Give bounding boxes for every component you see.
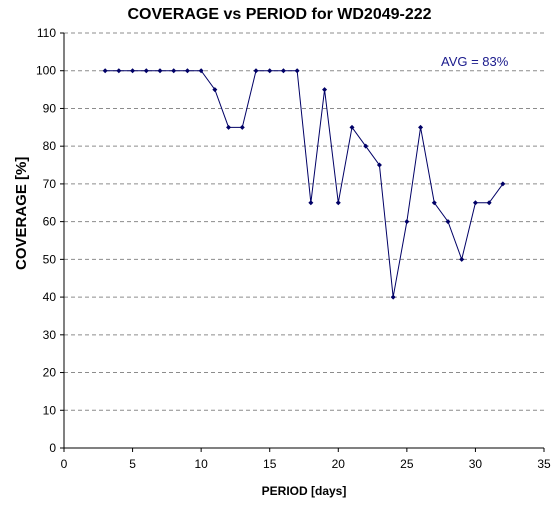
data-point	[308, 200, 314, 206]
y-tick-label: 0	[49, 441, 56, 455]
data-point	[459, 256, 465, 262]
y-tick-label: 80	[43, 139, 57, 153]
y-tick-label: 110	[37, 26, 56, 40]
data-point	[376, 162, 382, 168]
y-tick-label: 70	[43, 177, 57, 191]
data-point	[198, 68, 204, 74]
data-point	[322, 87, 328, 93]
y-tick-label: 90	[43, 101, 57, 115]
data-point	[404, 219, 410, 225]
y-tick-label: 10	[43, 403, 57, 417]
data-point	[184, 68, 190, 74]
y-tick-label: 50	[43, 252, 57, 266]
data-point	[116, 68, 122, 74]
data-point	[130, 68, 136, 74]
data-point	[500, 181, 506, 187]
y-axis-label: COVERAGE [%]	[13, 156, 30, 270]
data-point	[445, 219, 451, 225]
data-point	[349, 124, 355, 130]
data-point	[212, 87, 218, 93]
data-point	[335, 200, 341, 206]
x-tick-label: 5	[129, 457, 136, 471]
x-tick-label: 15	[263, 457, 277, 471]
data-point	[143, 68, 149, 74]
data-point	[267, 68, 273, 74]
y-tick-label: 60	[43, 215, 57, 229]
data-point	[472, 200, 478, 206]
x-tick-label: 0	[61, 457, 68, 471]
data-point	[280, 68, 286, 74]
data-point	[226, 124, 232, 130]
y-tick-label: 40	[43, 290, 57, 304]
data-point	[294, 68, 300, 74]
x-tick-label: 20	[332, 457, 346, 471]
data-point	[253, 68, 259, 74]
x-tick-label: 30	[469, 457, 483, 471]
data-point	[418, 124, 424, 130]
x-tick-label: 35	[537, 457, 551, 471]
data-point	[390, 294, 396, 300]
average-annotation: AVG = 83%	[441, 54, 509, 69]
data-point	[171, 68, 177, 74]
data-point	[431, 200, 437, 206]
data-point	[157, 68, 163, 74]
y-tick-label: 20	[43, 366, 57, 380]
data-point	[363, 143, 369, 149]
x-axis-label: PERIOD [days]	[261, 484, 347, 498]
data-point	[486, 200, 492, 206]
data-point	[102, 68, 108, 74]
y-tick-label: 30	[43, 328, 57, 342]
chart-title: COVERAGE vs PERIOD for WD2049-222	[127, 6, 432, 23]
y-tick-label: 100	[36, 64, 56, 78]
x-tick-label: 10	[194, 457, 208, 471]
data-point	[239, 124, 245, 130]
x-tick-label: 25	[400, 457, 414, 471]
